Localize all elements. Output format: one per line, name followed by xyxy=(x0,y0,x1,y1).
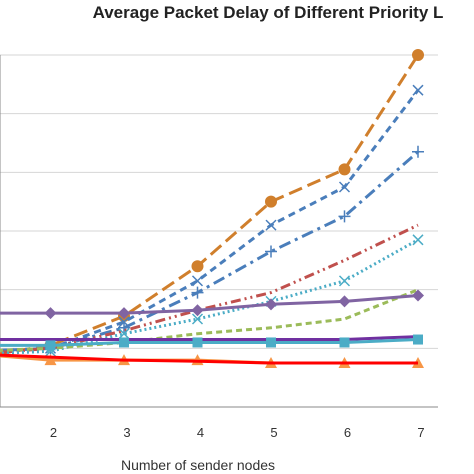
data-point xyxy=(265,245,277,258)
data-point xyxy=(44,354,57,366)
data-point xyxy=(45,340,56,351)
x-axis-label: Number of sender nodes xyxy=(121,457,275,473)
data-point xyxy=(44,307,57,320)
series-line xyxy=(0,335,419,341)
data-point xyxy=(191,304,204,317)
series-line xyxy=(0,294,419,315)
data-point xyxy=(118,307,130,320)
data-point xyxy=(338,181,351,193)
data-point xyxy=(191,275,204,287)
data-point xyxy=(338,295,351,308)
series-11 xyxy=(0,353,418,365)
data-point xyxy=(192,337,203,348)
data-point xyxy=(413,334,423,345)
data-point xyxy=(412,145,424,158)
series-7 xyxy=(0,289,424,320)
data-point xyxy=(119,337,129,348)
data-point xyxy=(265,298,277,311)
data-point xyxy=(412,49,424,61)
data-point xyxy=(118,328,130,340)
data-point xyxy=(412,84,424,96)
data-point xyxy=(339,337,350,348)
data-point xyxy=(191,260,204,273)
chart-title: Average Packet Delay of Different Priori… xyxy=(93,3,444,22)
data-point xyxy=(191,286,204,299)
series-group xyxy=(0,49,424,368)
data-point xyxy=(265,219,277,231)
data-point xyxy=(338,210,351,223)
x-tick-label: 7 xyxy=(417,425,424,440)
series-line xyxy=(0,238,419,355)
series-1 xyxy=(0,49,424,355)
data-point xyxy=(412,234,424,246)
data-point xyxy=(118,321,130,334)
series-2 xyxy=(0,84,424,354)
data-point xyxy=(412,289,424,302)
data-point xyxy=(191,313,204,325)
gridlines xyxy=(0,54,438,349)
x-tick-label: 5 xyxy=(270,425,277,440)
data-point xyxy=(265,195,277,208)
series-line xyxy=(0,353,418,365)
x-tick-labels: 2 3 4 5 6 7 xyxy=(50,425,425,440)
x-tick-label: 3 xyxy=(123,425,130,440)
series-line xyxy=(0,150,419,352)
x-tick-label: 6 xyxy=(344,425,351,440)
series-9 xyxy=(0,334,423,351)
data-point xyxy=(266,337,276,348)
data-point xyxy=(338,163,351,176)
x-tick-label: 2 xyxy=(50,425,57,440)
data-point xyxy=(338,275,351,287)
series-8 xyxy=(0,335,419,341)
x-tick-label: 4 xyxy=(197,425,204,440)
